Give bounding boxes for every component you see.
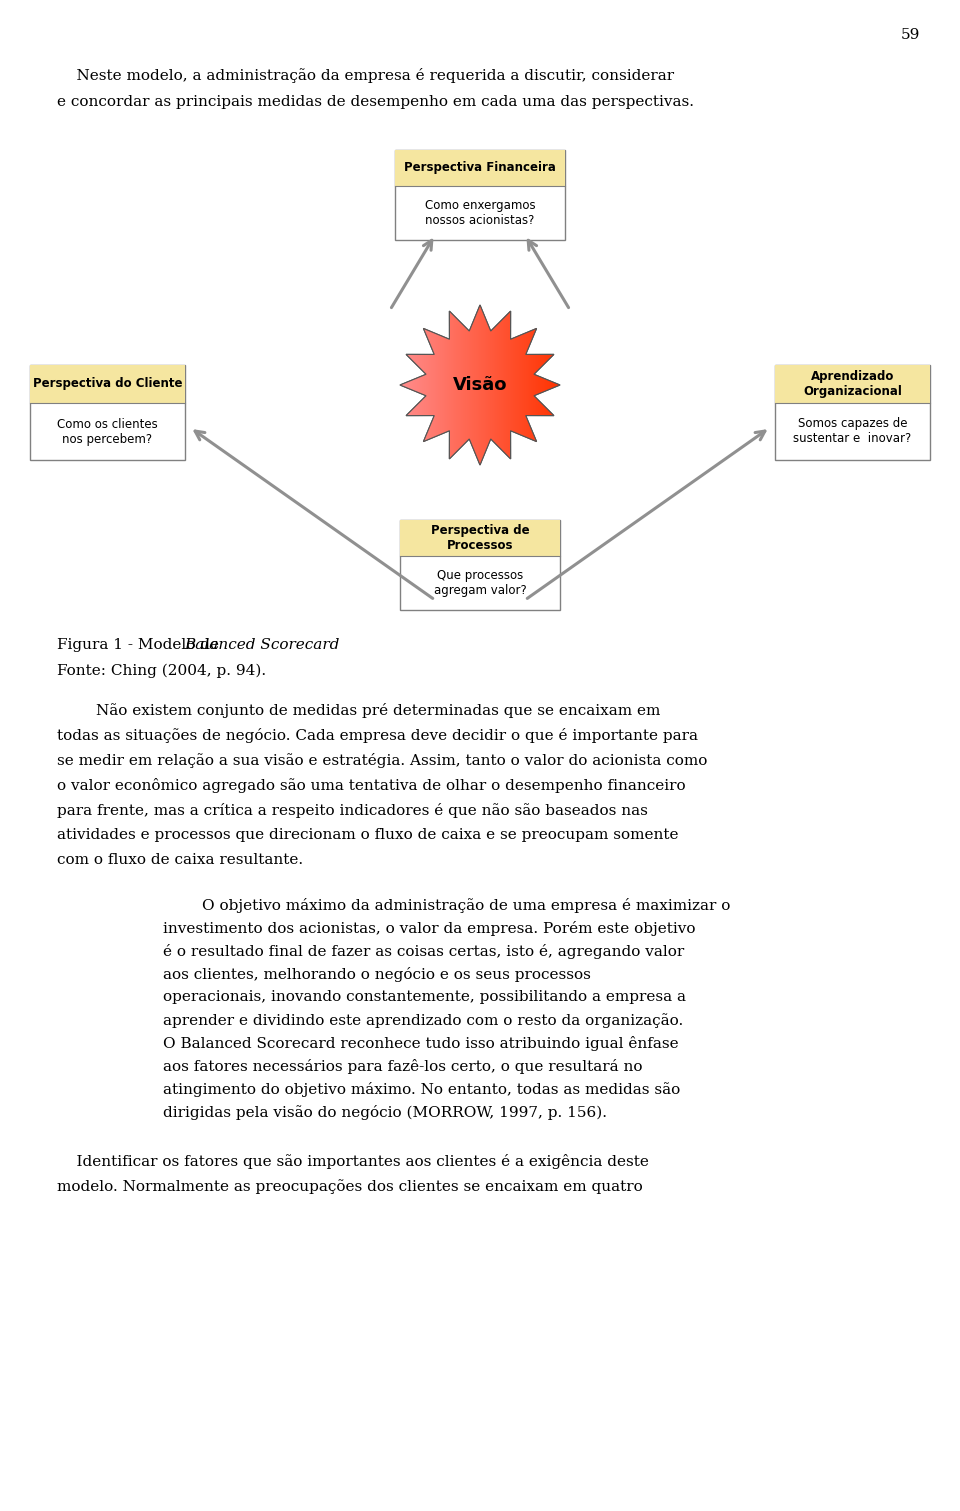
Text: Fonte: Ching (2004, p. 94).: Fonte: Ching (2004, p. 94).	[57, 663, 266, 678]
Text: Aprendizado
Organizacional: Aprendizado Organizacional	[804, 370, 902, 397]
Text: com o fluxo de caixa resultante.: com o fluxo de caixa resultante.	[57, 854, 303, 867]
Text: Perspectiva Financeira: Perspectiva Financeira	[404, 162, 556, 174]
Text: Neste modelo, a administração da empresa é requerida a discutir, considerar: Neste modelo, a administração da empresa…	[57, 68, 674, 83]
Bar	[775, 366, 930, 403]
Text: se medir em relação a sua visão e estratégia. Assim, tanto o valor do acionista : se medir em relação a sua visão e estrat…	[57, 752, 708, 768]
Bar	[395, 150, 565, 240]
Text: aos clientes, melhorando o negócio e os seus processos: aos clientes, melhorando o negócio e os …	[163, 967, 590, 982]
Text: aprender e dividindo este aprendizado com o resto da organização.: aprender e dividindo este aprendizado co…	[163, 1012, 684, 1027]
Text: O objetivo máximo da administração de uma empresa é maximizar o: O objetivo máximo da administração de um…	[163, 898, 731, 913]
Text: Como os clientes
nos percebem?: Como os clientes nos percebem?	[58, 417, 157, 446]
Text: Não existem conjunto de medidas pré determinadas que se encaixam em: Não existem conjunto de medidas pré dete…	[57, 703, 660, 718]
Text: Balanced Scorecard: Balanced Scorecard	[184, 638, 340, 653]
Text: Que processos
agregam valor?: Que processos agregam valor?	[434, 570, 526, 597]
Text: todas as situações de negócio. Cada empresa deve decidir o que é importante para: todas as situações de negócio. Cada empr…	[57, 728, 698, 743]
Text: O Balanced Scorecard reconhece tudo isso atribuindo igual ênfase: O Balanced Scorecard reconhece tudo isso…	[163, 1037, 679, 1052]
Text: atingimento do objetivo máximo. No entanto, todas as medidas são: atingimento do objetivo máximo. No entan…	[163, 1082, 681, 1097]
Bar	[395, 150, 565, 186]
Polygon shape	[400, 305, 560, 465]
Text: investimento dos acionistas, o valor da empresa. Porém este objetivo: investimento dos acionistas, o valor da …	[163, 922, 695, 935]
Bar	[400, 520, 560, 556]
Bar	[400, 520, 560, 610]
Text: aos fatores necessários para fazê-los certo, o que resultará no: aos fatores necessários para fazê-los ce…	[163, 1059, 642, 1074]
Text: atividades e processos que direcionam o fluxo de caixa e se preocupam somente: atividades e processos que direcionam o …	[57, 828, 679, 842]
Text: Perspectiva do Cliente: Perspectiva do Cliente	[33, 378, 182, 390]
Text: 59: 59	[900, 29, 920, 42]
Text: Perspectiva de
Processos: Perspectiva de Processos	[431, 524, 529, 552]
Text: é o resultado final de fazer as coisas certas, isto é, agregando valor: é o resultado final de fazer as coisas c…	[163, 944, 684, 959]
Text: e concordar as principais medidas de desempenho em cada uma das perspectivas.: e concordar as principais medidas de des…	[57, 95, 694, 109]
Text: Identificar os fatores que são importantes aos clientes é a exigência deste: Identificar os fatores que são important…	[57, 1154, 649, 1170]
Text: o valor econômico agregado são uma tentativa de olhar o desempenho financeiro: o valor econômico agregado são uma tenta…	[57, 778, 685, 793]
Text: Somos capazes de
sustentar e  inovar?: Somos capazes de sustentar e inovar?	[793, 417, 912, 446]
Text: Visão: Visão	[453, 376, 507, 394]
Text: operacionais, inovando constantemente, possibilitando a empresa a: operacionais, inovando constantemente, p…	[163, 990, 686, 1003]
Bar	[30, 366, 185, 459]
Bar	[30, 366, 185, 403]
Text: Figura 1 - Modelo de: Figura 1 - Modelo de	[57, 638, 224, 653]
Text: para frente, mas a crítica a respeito indicadores é que não são baseados nas: para frente, mas a crítica a respeito in…	[57, 802, 648, 817]
Bar	[775, 366, 930, 459]
Text: modelo. Normalmente as preocupações dos clientes se encaixam em quatro: modelo. Normalmente as preocupações dos …	[57, 1179, 643, 1194]
Text: Como enxergamos
nossos acionistas?: Como enxergamos nossos acionistas?	[424, 199, 536, 227]
Text: dirigidas pela visão do negócio (MORROW, 1997, p. 156).: dirigidas pela visão do negócio (MORROW,…	[163, 1105, 607, 1120]
